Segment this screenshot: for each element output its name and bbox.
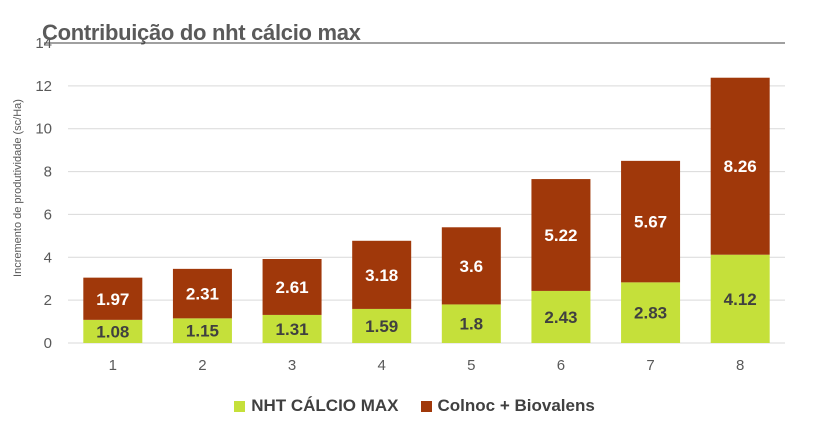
x-tick-label: 4 <box>378 357 386 374</box>
bar-nht-calcio-max <box>531 290 591 343</box>
data-label: 8.26 <box>724 157 757 176</box>
data-label: 5.22 <box>544 226 577 245</box>
x-tick-label: 3 <box>288 357 296 374</box>
data-label: 1.59 <box>365 317 398 336</box>
y-tick-label: 8 <box>44 164 52 181</box>
data-label: 2.31 <box>186 285 219 304</box>
bar-nht-calcio-max <box>83 319 143 343</box>
x-tick-label: 2 <box>198 357 206 374</box>
x-tick-label: 5 <box>467 357 475 374</box>
y-tick-label: 4 <box>44 249 52 266</box>
y-tick-label: 6 <box>44 206 52 223</box>
legend-item-series-2: Colnoc + Biovalens <box>420 396 595 416</box>
data-label: 1.97 <box>96 290 129 309</box>
legend-swatch-series-1 <box>234 400 246 412</box>
data-label: 1.08 <box>96 322 129 341</box>
bar-colnoc-biovalens <box>621 160 681 283</box>
bar-colnoc-biovalens <box>83 277 143 320</box>
bar-colnoc-biovalens <box>441 227 501 305</box>
data-label: 1.15 <box>186 322 219 341</box>
data-label: 4.12 <box>724 290 757 309</box>
bar-nht-calcio-max <box>710 254 770 343</box>
bar-colnoc-biovalens <box>710 77 770 255</box>
bar-colnoc-biovalens <box>172 268 232 319</box>
data-label: 5.67 <box>634 213 667 232</box>
bar-nht-calcio-max <box>441 304 501 343</box>
data-label: 3.18 <box>365 266 398 285</box>
bar-nht-calcio-max <box>621 282 681 343</box>
bar-nht-calcio-max <box>262 314 322 343</box>
bar-nht-calcio-max <box>172 318 232 343</box>
legend-label-series-1: NHT CÁLCIO MAX <box>251 396 399 415</box>
data-label: 1.31 <box>276 320 309 339</box>
y-tick-label: 14 <box>35 35 52 52</box>
data-label: 2.61 <box>276 278 309 297</box>
chart-plot-area: 1.08 1.97 1.15 2.31 1.31 2.61 1.59 3.18 1.8 3.6 2.… <box>12 35 785 374</box>
chart-title: Contribuição do nht cálcio max <box>42 20 361 45</box>
legend-item-series-1: NHT CÁLCIO MAX <box>234 396 399 416</box>
x-tick-label: 8 <box>736 357 744 374</box>
y-tick-label: 10 <box>35 121 52 138</box>
bar-colnoc-biovalens <box>352 240 412 309</box>
y-axis-label: Incremento de produtividade (sc/Ha) <box>12 99 24 277</box>
data-label: 2.43 <box>544 308 577 327</box>
y-tick-label: 0 <box>44 335 52 352</box>
x-tick-label: 6 <box>557 357 565 374</box>
x-tick-label: 1 <box>109 357 117 374</box>
y-tick-label: 2 <box>44 292 52 309</box>
x-tick-label: 7 <box>646 357 654 374</box>
y-tick-label: 12 <box>35 78 52 95</box>
legend-label-series-2: Colnoc + Biovalens <box>437 396 595 415</box>
data-label: 2.83 <box>634 304 667 323</box>
bar-colnoc-biovalens <box>262 259 322 315</box>
data-label: 3.6 <box>459 257 483 276</box>
legend: NHT CÁLCIO MAX Colnoc + Biovalens <box>0 396 829 416</box>
legend-swatch-series-2 <box>420 400 432 412</box>
bar-colnoc-biovalens <box>531 179 591 291</box>
data-label: 1.8 <box>459 315 483 334</box>
bar-nht-calcio-max <box>352 308 412 343</box>
